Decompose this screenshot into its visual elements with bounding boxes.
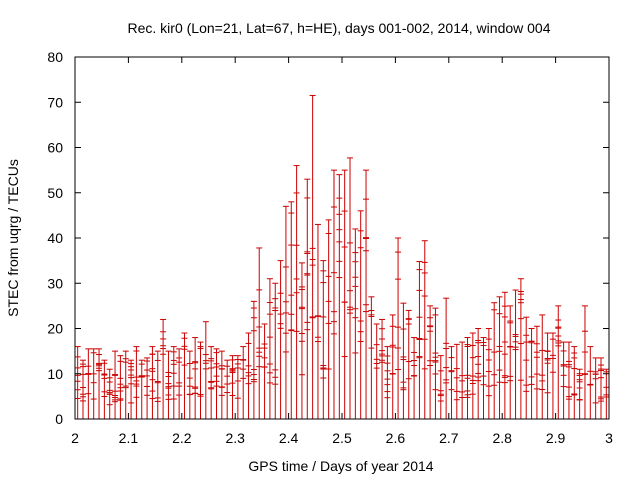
y-tick-label: 70 xyxy=(47,94,63,110)
x-tick-label: 2.9 xyxy=(546,430,566,446)
y-tick-label: 40 xyxy=(47,230,63,246)
y-tick-label: 0 xyxy=(55,411,63,427)
x-tick-label: 2.1 xyxy=(119,430,139,446)
y-axis-ticks: 0 10 20 30 40 50 60 70 80 xyxy=(47,49,609,427)
x-tick-label: 2.3 xyxy=(225,430,245,446)
y-axis-label: STEC from uqrg / TECUs xyxy=(5,159,21,317)
y-tick-label: 60 xyxy=(47,140,63,156)
data-marks xyxy=(74,94,610,419)
x-tick-label: 2.5 xyxy=(332,430,352,446)
x-tick-label: 2.6 xyxy=(386,430,406,446)
y-tick-label: 10 xyxy=(47,366,63,382)
x-tick-label: 2 xyxy=(71,430,79,446)
x-tick-label: 3 xyxy=(605,430,613,446)
x-tick-label: 2.2 xyxy=(172,430,192,446)
x-tick-label: 2.8 xyxy=(492,430,512,446)
y-tick-label: 20 xyxy=(47,321,63,337)
x-axis-label: GPS time / Days of year 2014 xyxy=(248,458,433,474)
plot-frame xyxy=(74,56,610,420)
x-tick-label: 2.4 xyxy=(279,430,299,446)
y-tick-label: 30 xyxy=(47,275,63,291)
x-axis-ticks: 2 2.1 2.2 2.3 2.4 2.5 2.6 2.7 2.8 2.9 3 xyxy=(71,57,613,446)
x-tick-label: 2.7 xyxy=(439,430,459,446)
chart-title: Rec. kir0 (Lon=21, Lat=67, h=HE), days 0… xyxy=(128,20,551,36)
y-tick-label: 50 xyxy=(47,185,63,201)
y-tick-label: 80 xyxy=(47,49,63,65)
